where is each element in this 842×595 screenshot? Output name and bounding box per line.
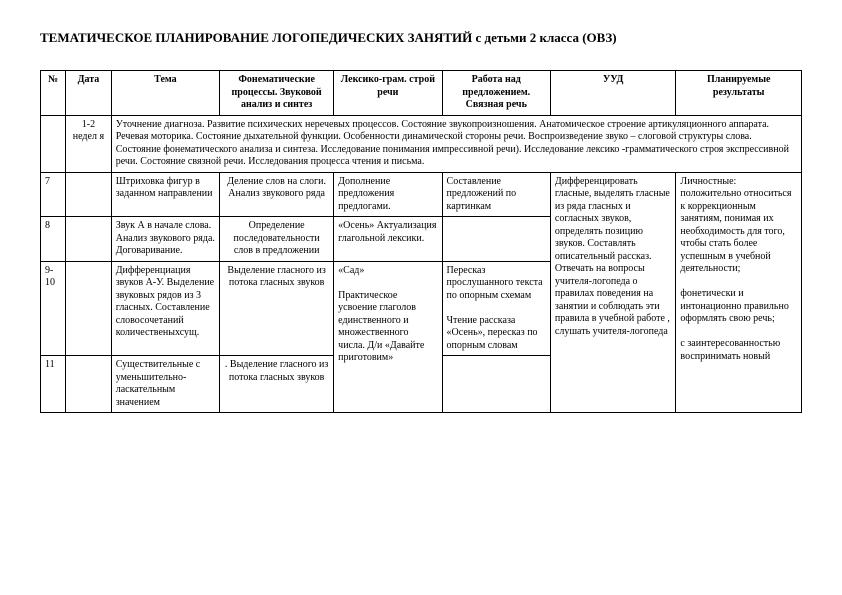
col-num: № [41,71,66,116]
cell-num: 8 [41,217,66,262]
col-lex: Лексико-грам. строй речи [334,71,442,116]
cell-sent: Пересказ прослушанного текста по опорным… [442,261,550,356]
col-phon: Фонематические процессы. Звуковой анализ… [220,71,334,116]
cell-date [66,172,112,217]
col-theme: Тема [111,71,219,116]
cell-theme: Звук А в начале слова. Анализ звукового … [111,217,219,262]
cell-date [66,356,112,413]
cell-num: 9-10 [41,261,66,356]
cell-num [41,115,66,172]
col-date: Дата [66,71,112,116]
header-row: № Дата Тема Фонематические процессы. Зву… [41,71,802,116]
cell-phon: Определение последовательности слов в пр… [220,217,334,262]
cell-date [66,261,112,356]
cell-phon: Деление слов на слоги. Анализ звукового … [220,172,334,217]
cell-res: Личностные: положительно относиться к ко… [676,172,802,413]
merged-diagnostic-cell: Уточнение диагноза. Развитие психических… [111,115,801,172]
cell-phon: Выделение гласного из потока гласных зву… [220,261,334,356]
cell-lex: «Сад» Практическое усвоение глаголов еди… [334,261,442,413]
cell-num: 11 [41,356,66,413]
cell-theme: Дифференциация звуков А-У. Выделение зву… [111,261,219,356]
cell-date [66,217,112,262]
cell-lex: Дополнение предложения предлогами. [334,172,442,217]
cell-sent [442,356,550,413]
cell-sent [442,217,550,262]
col-sent: Работа над предложением. Связная речь [442,71,550,116]
cell-theme: Существительные с уменьшительно-ласкател… [111,356,219,413]
cell-num: 7 [41,172,66,217]
page-title: ТЕМАТИЧЕСКОЕ ПЛАНИРОВАНИЕ ЛОГОПЕДИЧЕСКИХ… [40,30,802,46]
cell-date: 1-2 недел я [66,115,112,172]
table-row: 7 Штриховка фигур в заданном направлении… [41,172,802,217]
cell-sent: Составление предложений по картинкам [442,172,550,217]
cell-uud: Дифференцировать гласные, выделять гласн… [550,172,676,413]
cell-theme: Штриховка фигур в заданном направлении [111,172,219,217]
col-res: Планируемые результаты [676,71,802,116]
table-row: 1-2 недел я Уточнение диагноза. Развитие… [41,115,802,172]
plan-table: № Дата Тема Фонематические процессы. Зву… [40,70,802,413]
col-uud: УУД [550,71,676,116]
cell-phon: . Выделение гласного из потока гласных з… [220,356,334,413]
cell-lex: «Осень» Актуализация глагольной лексики. [334,217,442,262]
